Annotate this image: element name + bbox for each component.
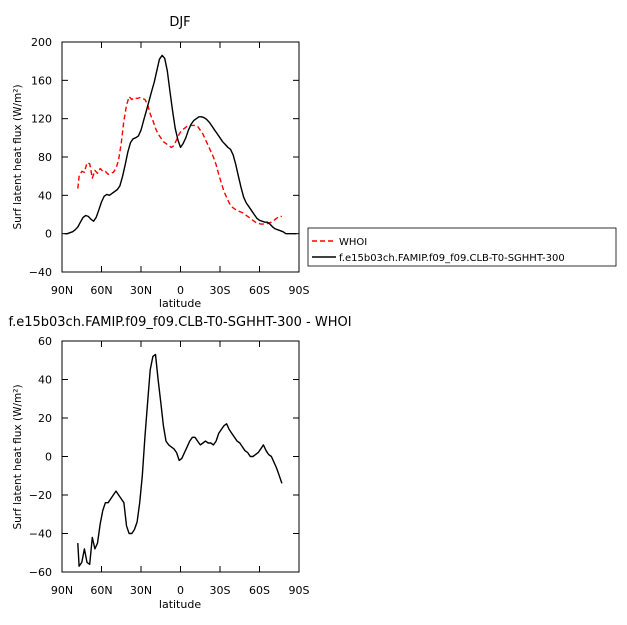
bottom-x-tick-label: 90N xyxy=(51,584,73,597)
bottom-series-group xyxy=(77,353,283,567)
bottom-y-tick-label: 60 xyxy=(38,335,52,348)
bottom-y-tick-label: −20 xyxy=(29,489,52,502)
top-y-axis-label: Surf latent heat flux (W/m²) xyxy=(12,84,24,229)
top-y-tick-label: −40 xyxy=(29,266,52,279)
bottom-y-tick-label: 20 xyxy=(38,412,52,425)
bottom-x-tick-label: 60N xyxy=(90,584,112,597)
top-x-tick-label: 30N xyxy=(130,284,152,297)
top-y-tick-label: 120 xyxy=(31,113,52,126)
top-y-tick-label: 80 xyxy=(38,151,52,164)
top-y-tick-label: 40 xyxy=(38,189,52,202)
bottom-y-tick-label: −60 xyxy=(29,566,52,579)
bottom-plot-frame xyxy=(61,340,300,573)
top-series-line-1 xyxy=(64,54,297,235)
bottom-y-tick-label: 0 xyxy=(45,451,52,464)
top-x-tick-label: 90N xyxy=(51,284,73,297)
bottom-y-tick-label: −40 xyxy=(29,528,52,541)
top-title: DJF xyxy=(169,15,190,30)
bottom-axis-ticks: 90N 60N 30N 0 30S 60S 90S −60 −40 −20 0 20 40 60 xyxy=(29,335,310,597)
top-x-tick-label: 60S xyxy=(249,284,270,297)
bottom-y-tick-label: 40 xyxy=(38,374,52,387)
top-y-tick-label: 200 xyxy=(31,36,52,49)
top-y-tick-label: 0 xyxy=(45,228,52,241)
bottom-x-axis-label: latitude xyxy=(159,598,201,611)
bottom-x-tick-label: 90S xyxy=(289,584,310,597)
top-x-axis-label: latitude xyxy=(159,297,201,310)
top-plot-frame xyxy=(61,41,300,273)
legend-box xyxy=(307,227,617,267)
top-panel: DJF Surf latent heat flux (W/m²) 90N 60N 3… xyxy=(12,15,310,310)
top-x-tick-label: 30S xyxy=(210,284,231,297)
legend: WHOI f.e15b03ch.FAMIP.f09_f09.CLB-T0-SGH… xyxy=(307,227,617,267)
bottom-panel: f.e15b03ch.FAMIP.f09_f09.CLB-T0-SGHHT-30… xyxy=(8,315,351,611)
top-x-tick-label: 60N xyxy=(90,284,112,297)
bottom-x-tick-label: 30S xyxy=(210,584,231,597)
top-series-group xyxy=(64,54,297,235)
bottom-x-tick-label: 60S xyxy=(249,584,270,597)
bottom-x-tick-label: 30N xyxy=(130,584,152,597)
legend-label-whoi: WHOI xyxy=(339,237,367,248)
top-x-tick-label: 0 xyxy=(177,284,184,297)
top-x-tick-label: 90S xyxy=(289,284,310,297)
bottom-series-line-0 xyxy=(77,353,283,567)
legend-label-model: f.e15b03ch.FAMIP.f09_f09.CLB-T0-SGHHT-30… xyxy=(339,253,565,264)
top-y-tick-label: 160 xyxy=(31,74,52,87)
bottom-y-axis-label: Surf latent heat flux (W/m²) xyxy=(12,384,24,529)
top-axis-ticks: 90N 60N 30N 0 30S 60S 90S −40 0 40 80 120 160 200 xyxy=(29,36,310,297)
top-series-line-0 xyxy=(77,95,282,225)
bottom-title: f.e15b03ch.FAMIP.f09_f09.CLB-T0-SGHHT-30… xyxy=(8,315,351,330)
bottom-x-tick-label: 0 xyxy=(177,584,184,597)
